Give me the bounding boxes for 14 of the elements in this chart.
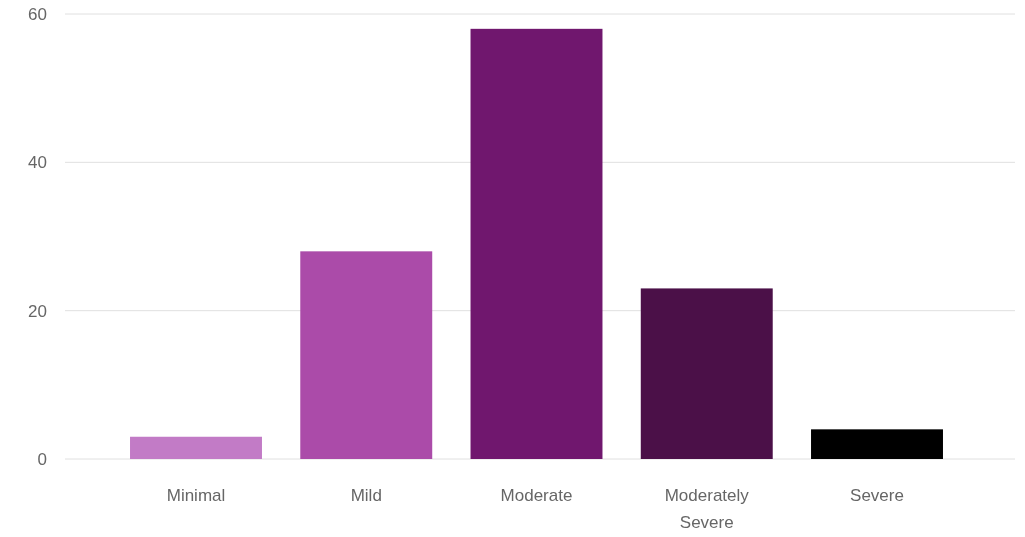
x-tick-label: Severe: [850, 486, 904, 505]
x-tick-label: Moderately Severe: [664, 486, 750, 533]
bar: [640, 288, 773, 459]
bar: [130, 436, 262, 459]
y-tick-label: 20: [28, 301, 47, 321]
x-tick-label: Minimal: [166, 486, 226, 505]
y-tick-label: 0: [37, 449, 47, 469]
bar: [300, 251, 433, 459]
y-tick-label: 60: [28, 4, 47, 24]
x-tick-label: Moderate: [500, 486, 573, 505]
x-tick-label: Mild: [350, 486, 382, 505]
y-tick-label: 40: [28, 153, 47, 173]
bar: [470, 28, 603, 459]
bar: [811, 429, 943, 459]
